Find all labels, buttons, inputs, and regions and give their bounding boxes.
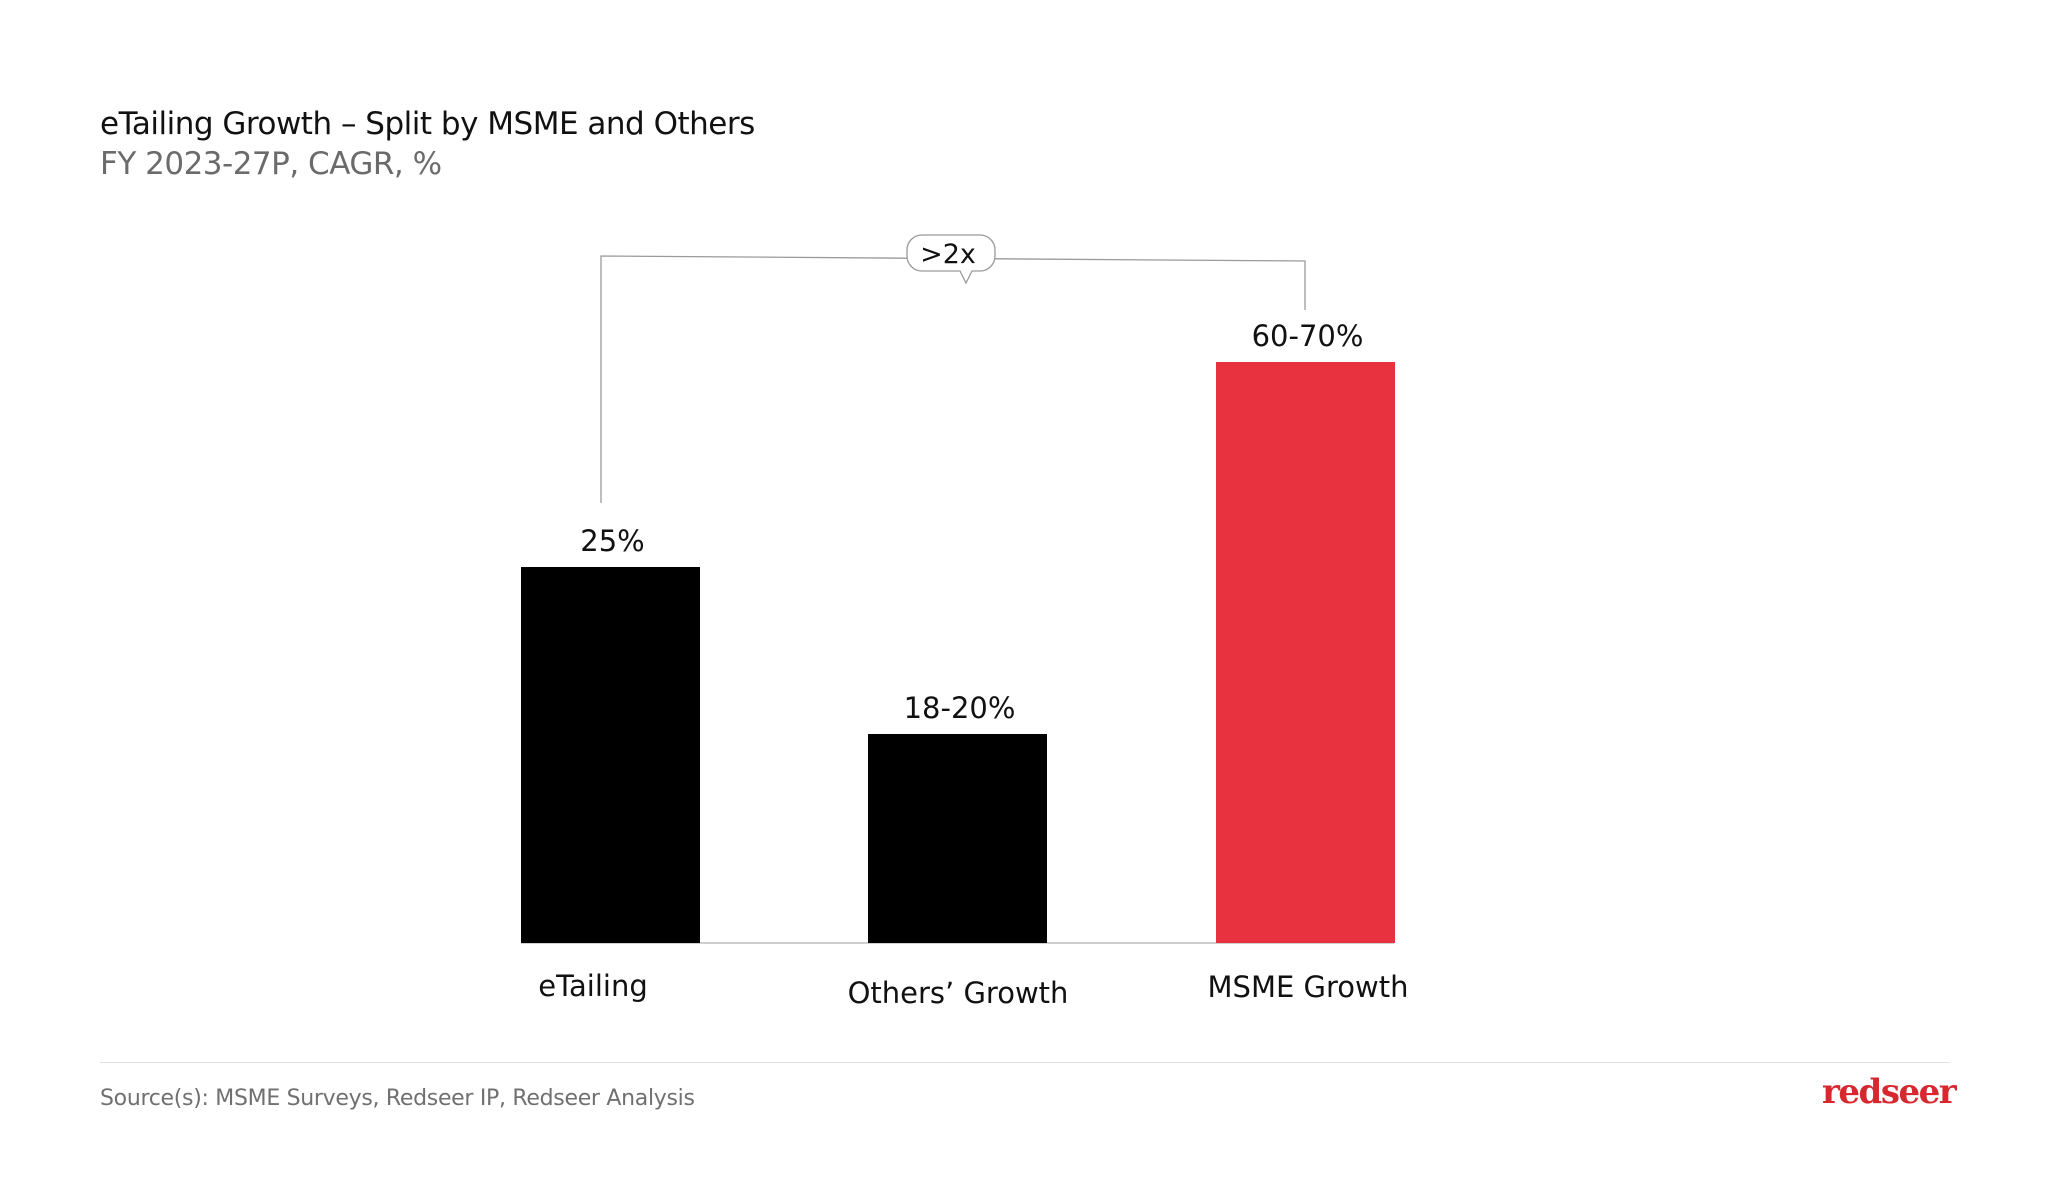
data-label: 60-70% [1252,319,1364,353]
bar-0 [521,567,700,943]
footer-divider [100,1062,1950,1063]
bar-2 [1216,362,1395,943]
annotation-label: >2x [920,239,976,270]
data-label: 25% [580,524,644,558]
category-label: eTailing [538,969,648,1003]
annotation-bubble [906,234,996,285]
redseer-logo: redseer [1822,1072,1957,1112]
chart-title: eTailing Growth – Split by MSME and Othe… [100,106,755,142]
bar-1 [868,734,1047,943]
category-label: MSME Growth [1208,970,1409,1004]
data-label: 18-20% [904,691,1016,725]
comparison-bracket: >2x [600,234,1306,503]
chart-subtitle: FY 2023-27P, CAGR, % [100,146,442,182]
category-label: Others’ Growth [848,976,1069,1010]
source-note: Source(s): MSME Surveys, Redseer IP, Red… [100,1086,695,1111]
